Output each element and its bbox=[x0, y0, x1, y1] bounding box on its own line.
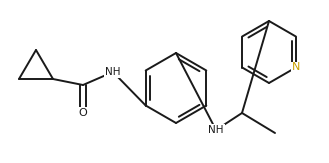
Text: N: N bbox=[292, 62, 300, 73]
Text: O: O bbox=[79, 108, 88, 118]
Text: NH: NH bbox=[105, 67, 121, 77]
Text: NH: NH bbox=[208, 125, 224, 135]
